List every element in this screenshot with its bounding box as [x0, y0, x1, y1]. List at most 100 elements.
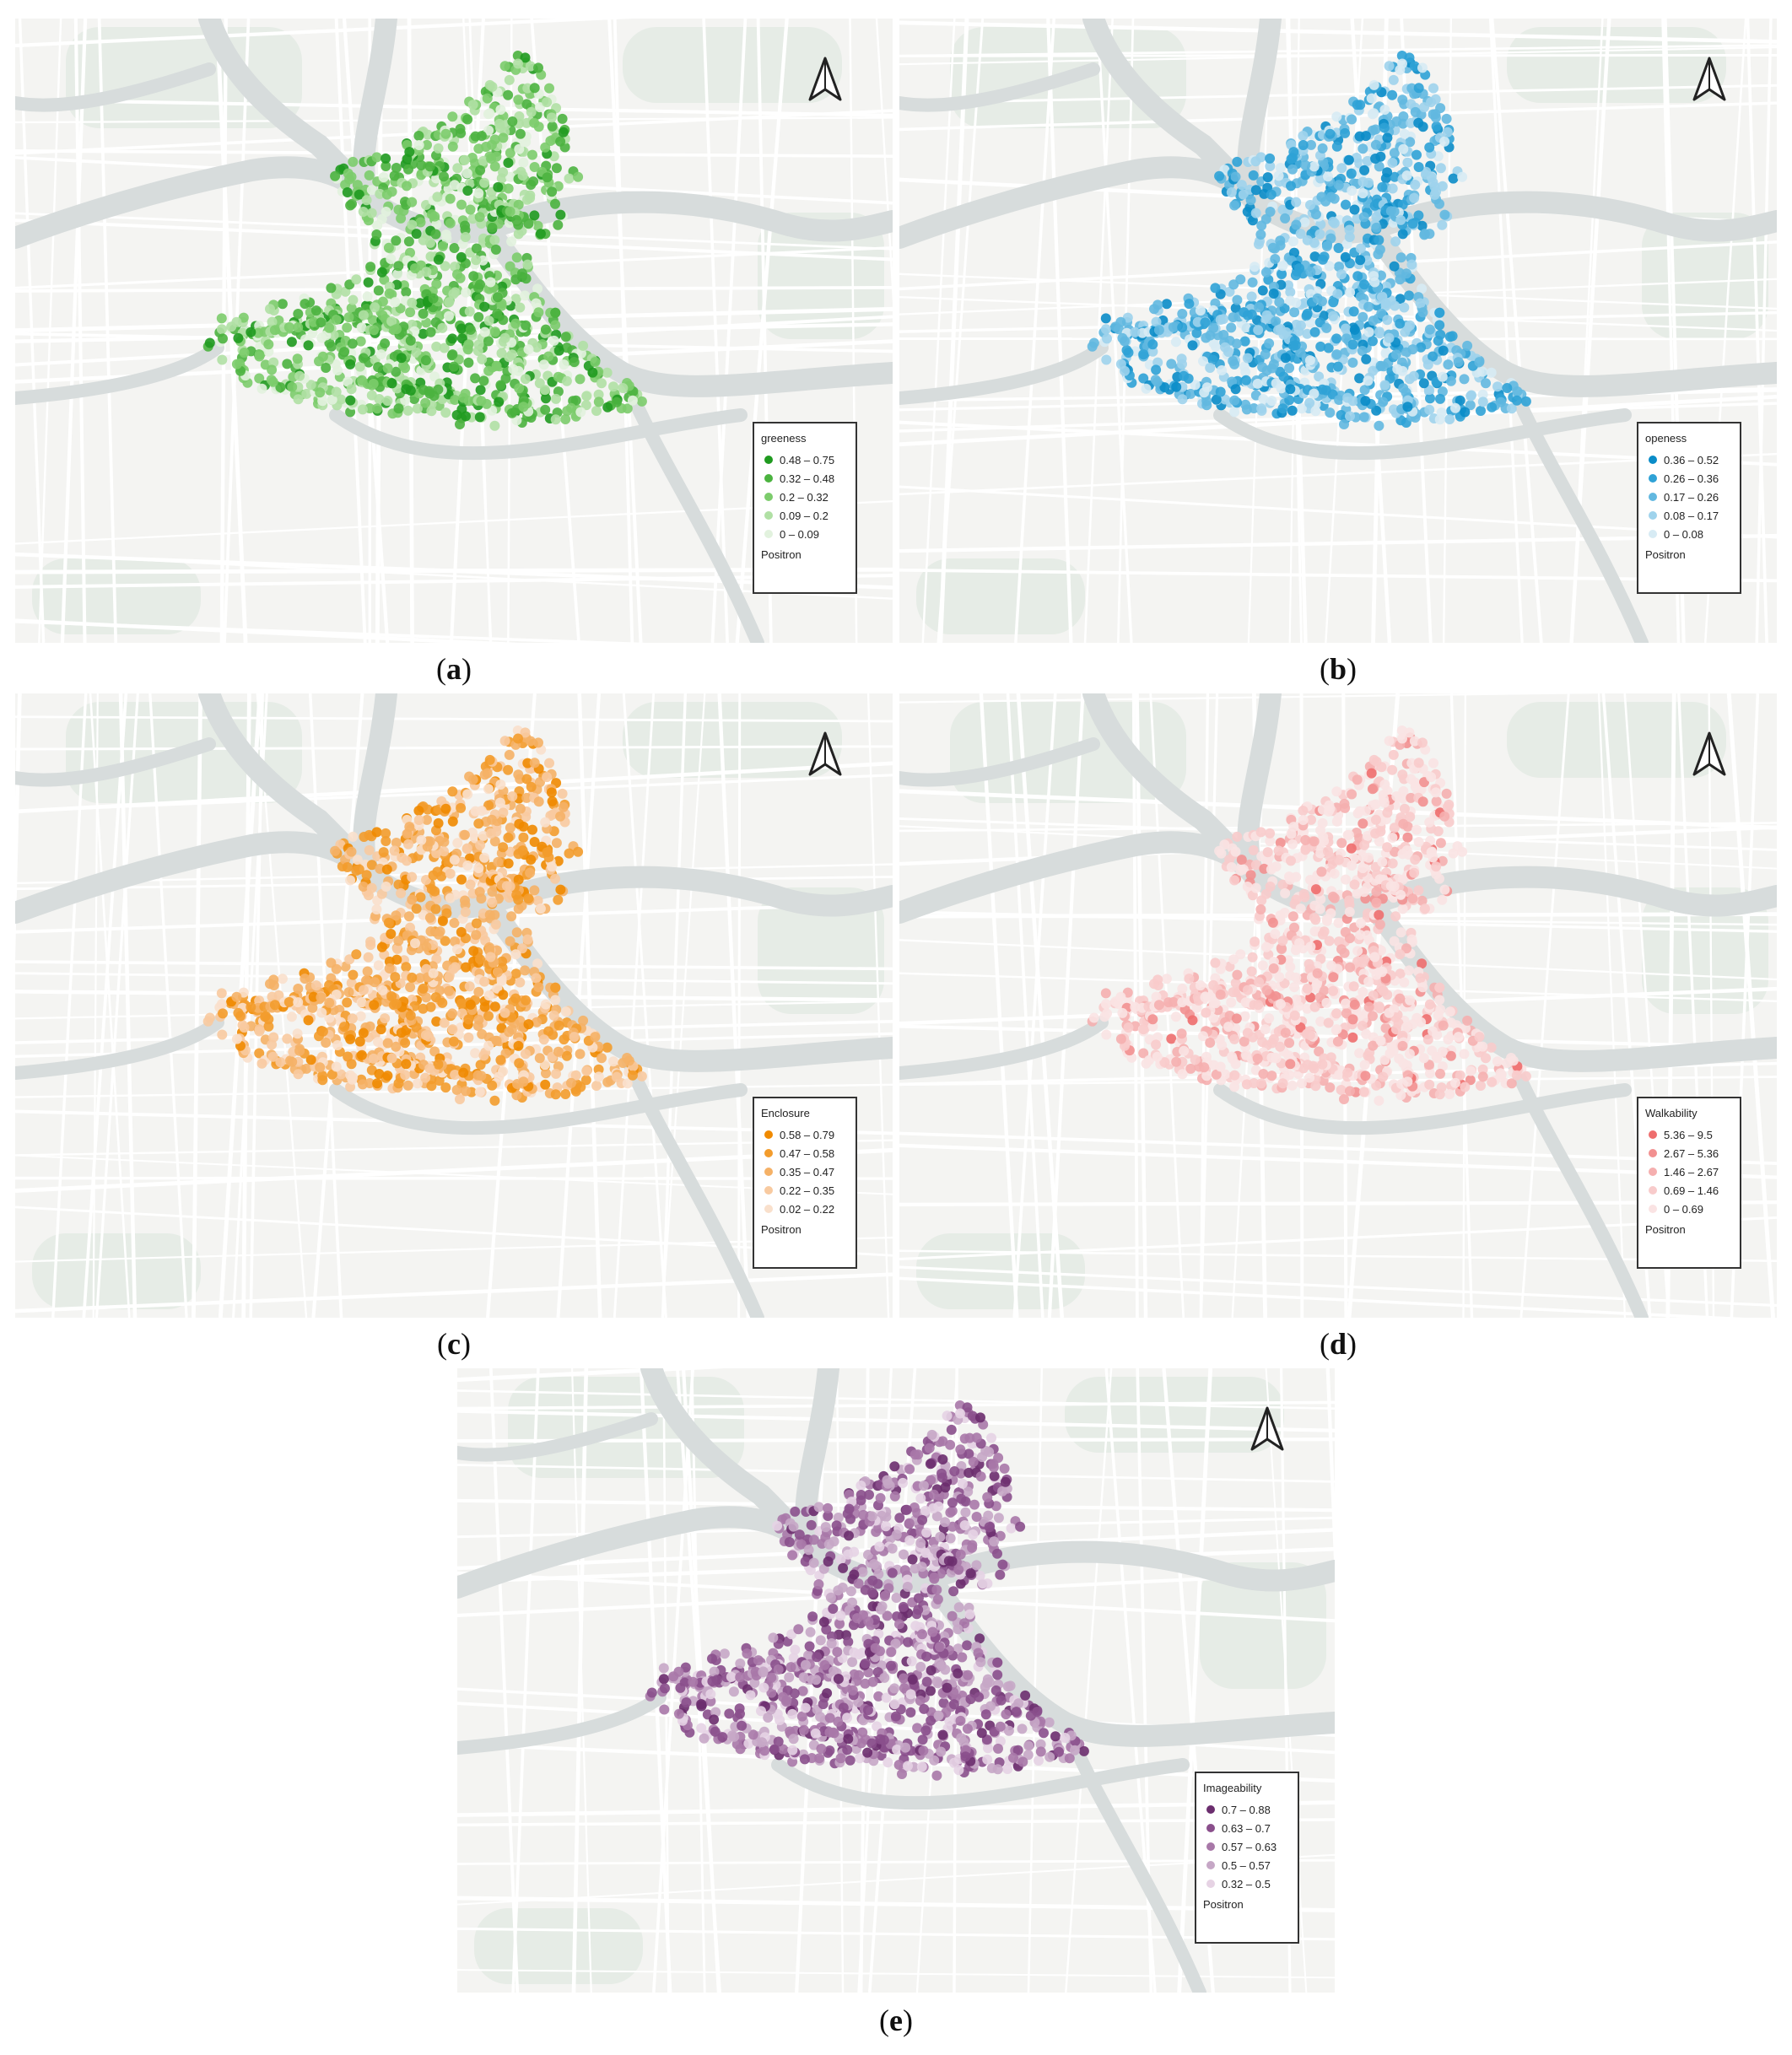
data-point [484, 754, 495, 765]
data-point [551, 1068, 561, 1079]
river [15, 341, 224, 405]
data-point [1102, 1008, 1112, 1019]
road [899, 44, 1777, 57]
data-point [1255, 152, 1266, 163]
road [899, 1200, 1777, 1206]
data-point [471, 243, 482, 254]
data-point [1341, 199, 1351, 210]
data-point [355, 1011, 366, 1022]
data-point [467, 100, 478, 111]
data-point [364, 844, 375, 855]
data-point [498, 990, 509, 1001]
data-point [317, 396, 328, 407]
data-point [1362, 155, 1373, 166]
data-point [1151, 364, 1162, 375]
data-point [1228, 312, 1239, 323]
data-point [1405, 320, 1416, 331]
data-point [346, 384, 357, 395]
data-point [1277, 204, 1288, 215]
data-point [1321, 322, 1332, 333]
road [1726, 693, 1776, 1318]
data-point [377, 310, 388, 321]
data-point [523, 893, 534, 904]
data-point [1190, 380, 1201, 391]
data-point [421, 267, 432, 278]
data-point [1265, 828, 1276, 839]
data-point [1368, 125, 1379, 136]
data-point [1309, 326, 1320, 337]
data-point [1242, 882, 1253, 892]
data-point [386, 929, 397, 939]
data-point [543, 1026, 554, 1037]
data-point [1226, 997, 1237, 1008]
data-point [491, 151, 502, 162]
data-point [1460, 407, 1471, 418]
data-point [473, 311, 484, 322]
data-point [231, 359, 242, 369]
data-point [1481, 378, 1491, 389]
data-point [1487, 1076, 1498, 1087]
data-point [407, 197, 418, 208]
data-point [456, 333, 467, 344]
road [15, 745, 893, 751]
data-point [391, 324, 402, 335]
data-point [347, 1013, 358, 1024]
data-point [1363, 976, 1374, 987]
data-point [489, 161, 500, 172]
data-point [483, 1011, 494, 1022]
data-point [557, 788, 568, 799]
data-point [391, 999, 402, 1010]
data-point [441, 908, 452, 919]
data-point [233, 332, 244, 343]
data-point [1395, 949, 1406, 960]
data-point [447, 111, 458, 122]
data-point [345, 200, 356, 211]
road [15, 19, 633, 48]
data-point [1439, 811, 1450, 822]
data-point [1375, 360, 1386, 371]
data-point [1410, 180, 1421, 190]
legend-swatch [764, 493, 773, 501]
data-point [217, 1029, 228, 1040]
data-point [550, 414, 561, 425]
data-point [439, 846, 449, 857]
data-point [532, 342, 542, 353]
data-point [593, 389, 604, 400]
data-point [533, 737, 543, 748]
data-point [1229, 1033, 1240, 1044]
data-point [479, 976, 490, 987]
data-point [484, 79, 495, 90]
data-point [1195, 305, 1206, 316]
data-point [308, 316, 319, 327]
data-point [1291, 894, 1302, 905]
data-point [477, 353, 488, 364]
data-point [518, 1076, 529, 1087]
data-point [1123, 348, 1134, 358]
data-point [570, 395, 581, 406]
data-point [1374, 420, 1384, 431]
data-point [468, 946, 479, 957]
data-point [393, 403, 404, 414]
caption-a: (a) [436, 652, 472, 686]
data-point [465, 324, 476, 335]
data-point [489, 420, 500, 431]
data-point [1437, 371, 1448, 382]
data-point [1217, 1040, 1228, 1050]
data-point [401, 287, 412, 298]
data-point [506, 911, 517, 922]
data-point [1374, 326, 1384, 337]
data-point [1151, 1039, 1162, 1050]
data-point [1457, 171, 1468, 182]
data-point [378, 172, 389, 183]
data-point [1153, 325, 1164, 336]
data-point [533, 121, 544, 132]
data-point [1277, 261, 1288, 272]
data-point [492, 292, 503, 303]
data-point [547, 186, 558, 197]
data-point [287, 1056, 298, 1067]
data-point [415, 973, 425, 984]
data-point [591, 406, 602, 416]
data-point [1492, 1056, 1503, 1067]
data-point [1309, 926, 1320, 937]
data-point [447, 1024, 458, 1035]
